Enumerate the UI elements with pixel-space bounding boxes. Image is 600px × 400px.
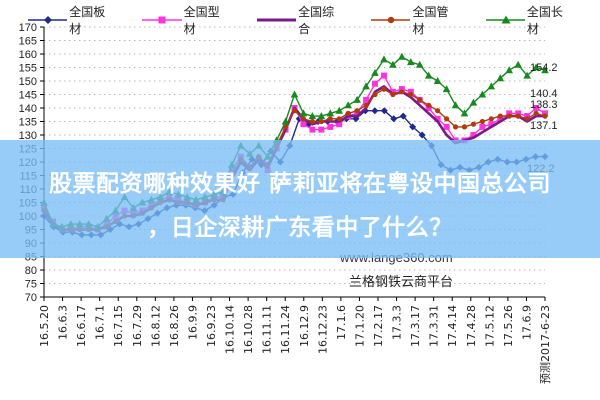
x-tick-label: 16.8.12 [149, 305, 162, 347]
x-tick-label: 16.11.24 [279, 305, 292, 354]
y-tick-label: 165 [19, 36, 37, 48]
x-tick-label: 16.10.14 [224, 305, 237, 354]
x-tick-label: 16.12.23 [316, 305, 329, 354]
x-tick-label: 16.6.3 [57, 305, 70, 340]
x-tick-label: 16.7.29 [131, 305, 144, 347]
x-tick-label: 16.8.26 [168, 305, 181, 347]
y-tick-label: 140 [19, 103, 37, 115]
banner-headline-line1[interactable]: 股票配资哪种效果好 萨莉亚将在粤设中国总公司 [48, 171, 551, 197]
x-tick-label: 17.3.17 [409, 305, 422, 347]
x-tick-label: 16.7.1 [94, 305, 107, 340]
legend-label: 全国管材 [412, 5, 449, 36]
x-tick-label: 17.3.31 [428, 305, 441, 347]
end-label-changcai: 154.2 [530, 62, 558, 74]
x-tick-label: 17.1.6 [335, 305, 348, 340]
x-tick-label: 17.1.20 [353, 305, 366, 347]
x-tick-label: 16.10.28 [242, 305, 255, 354]
y-tick-label: 160 [19, 49, 37, 61]
legend-label: 全国综合 [298, 5, 335, 36]
x-tick-label: 16.9.23 [205, 305, 218, 347]
x-axis: 16.5.20 16.6.3 16.6.17 16.7.1 16.7.15 16.7.29… [38, 296, 552, 384]
x-tick-label: 预测2017-6-23 [539, 305, 552, 384]
x-tick-label: 17.6.9 [520, 305, 533, 340]
diamond-marker-icon [28, 16, 68, 24]
y-tick-label: 75 [25, 279, 37, 291]
square-marker-icon [142, 16, 182, 24]
x-tick-label: 16.5.20 [38, 305, 51, 347]
x-tick-label: 16.9.9 [186, 305, 199, 340]
legend-item-guancai: 全国管材 [371, 3, 459, 37]
y-tick-label: 80 [25, 265, 37, 277]
x-tick-label: 16.6.17 [75, 305, 88, 347]
x-tick-label: 17.5.26 [502, 305, 515, 347]
x-tick-label: 17.4.28 [465, 305, 478, 347]
x-tick-label: 16.7.15 [112, 305, 125, 347]
x-tick-label: 17.4.14 [446, 305, 459, 347]
legend-item-changcai: 全国长材 [485, 3, 574, 37]
y-tick-label: 150 [19, 76, 37, 88]
y-tick-label: 70 [25, 292, 37, 304]
watermark-name: 兰格钢铁云商平台 [349, 275, 454, 290]
x-tick-label: 17.2.17 [372, 305, 385, 347]
y-tick-label: 155 [19, 63, 37, 75]
y-tick-label: 145 [19, 90, 37, 102]
legend-item-zonghe: 全国综合 [256, 3, 345, 37]
legend-label: 全国长材 [526, 5, 563, 36]
x-tick-label: 17.5.12 [483, 305, 496, 347]
x-tick-label: 16.12.9 [298, 305, 311, 347]
circle-marker-icon [371, 16, 411, 24]
legend-label: 全国板材 [69, 5, 106, 36]
legend-label: 全国型材 [183, 5, 220, 36]
end-label-xingcai: 138.3 [530, 99, 558, 111]
end-label-guancai: 137.1 [530, 120, 558, 132]
triangle-marker-icon [485, 15, 525, 24]
y-tick-label: 170 [19, 22, 37, 34]
end-label-zonghe: 140.4 [530, 88, 558, 100]
overlay-banner[interactable] [0, 140, 600, 258]
line-marker-icon [256, 18, 297, 22]
x-tick-label: 16.11.11 [261, 305, 274, 354]
y-tick-label: 130 [19, 130, 37, 142]
y-tick-label: 135 [19, 117, 37, 129]
banner-headline-line2[interactable]: ，日企深耕广东看中了什么？ [147, 215, 453, 241]
chart-legend: 全国板材 全国型材 全国综合 全国管材 全国长材 [28, 3, 600, 37]
x-tick-label: 17.3.3 [391, 305, 404, 340]
legend-item-xingcai: 全国型材 [142, 3, 230, 37]
legend-item-bancai: 全国板材 [28, 3, 116, 37]
